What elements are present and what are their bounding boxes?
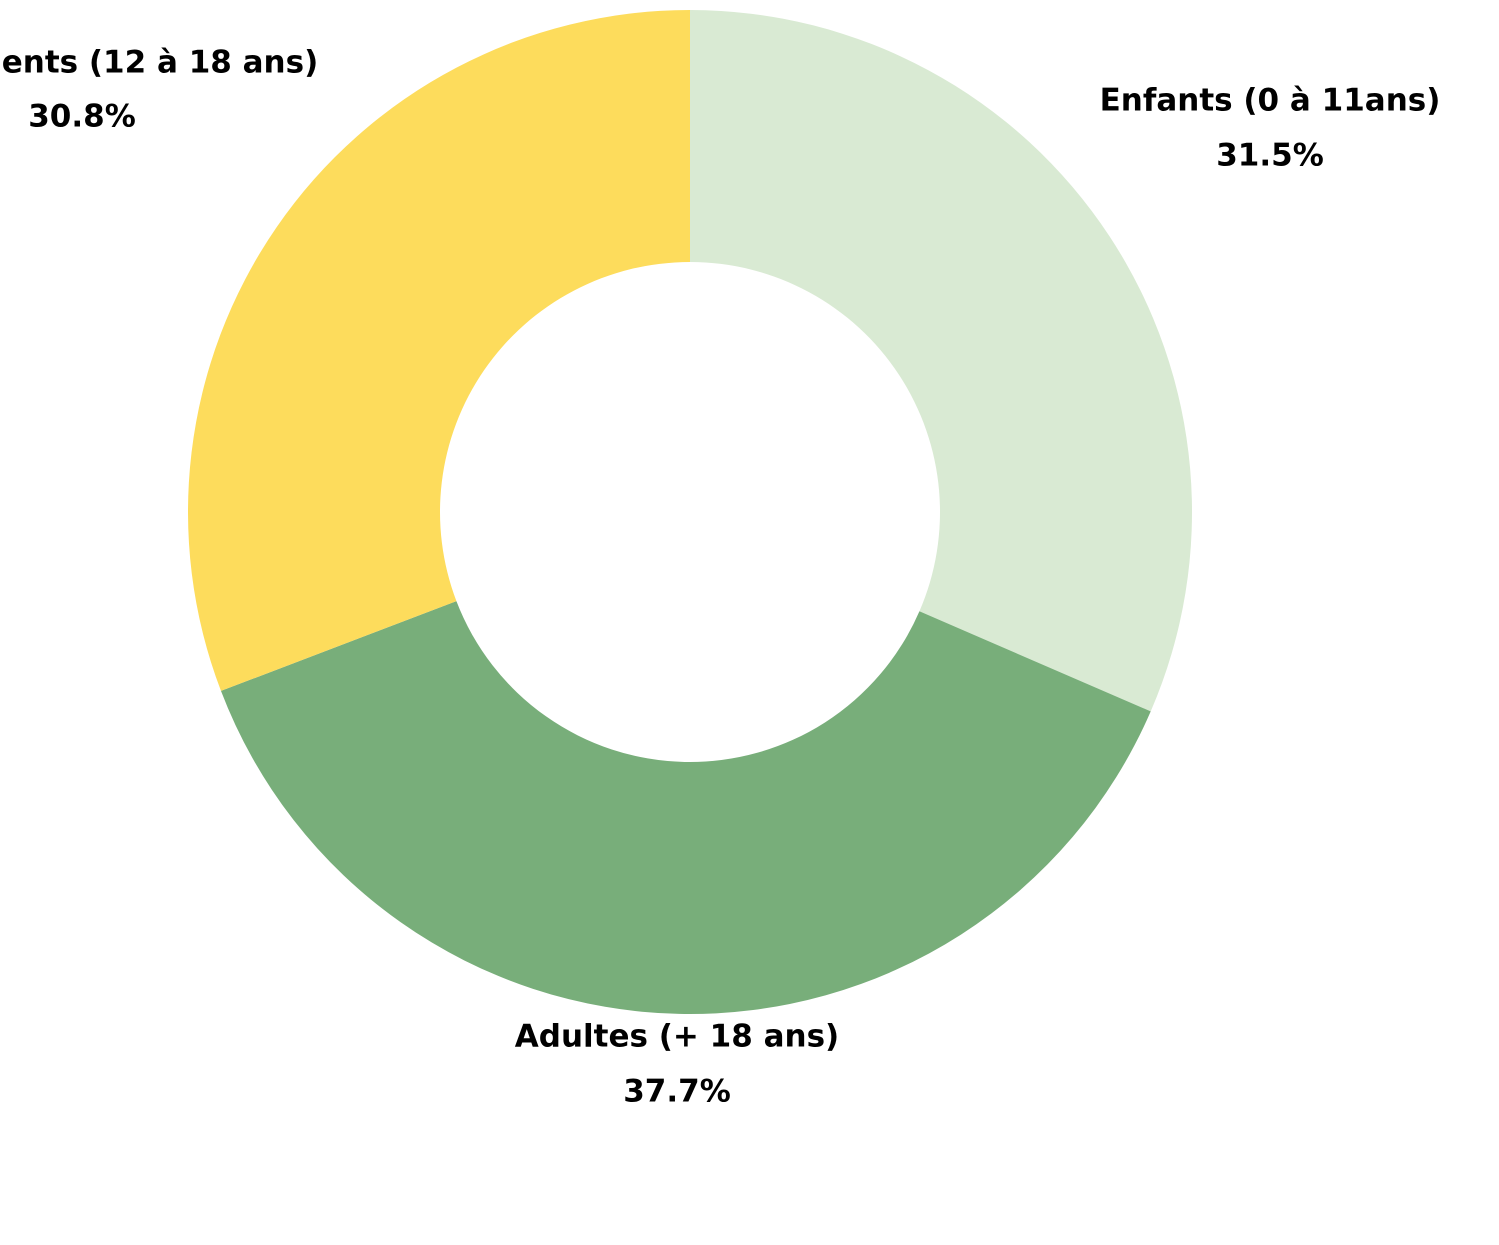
slice-label: Enfants (0 à 11ans)	[1100, 83, 1441, 119]
slice-label: Adultes (+ 18 ans)	[515, 1019, 839, 1055]
value-label: 30.8%	[28, 99, 136, 135]
donut-slice	[221, 601, 1151, 1014]
value-label: 37.7%	[623, 1074, 731, 1110]
value-label: 31.5%	[1216, 138, 1324, 174]
donut-slice	[188, 10, 690, 691]
chart: Enfants (0 à 11ans) 31.5% Adultes (+ 18 an…	[0, 0, 1499, 1245]
slice-label: ents (12 à 18 ans)	[2, 45, 319, 81]
